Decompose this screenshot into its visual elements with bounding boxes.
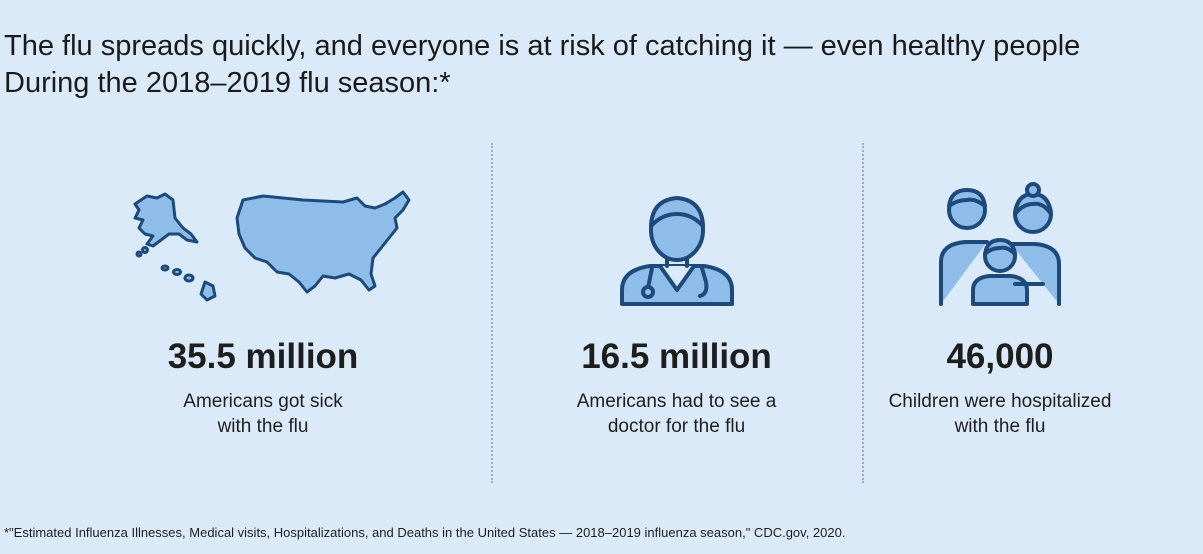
stat-description-line-2: with the flu — [954, 416, 1046, 437]
us-map-icon — [133, 190, 411, 302]
headline-line-2: During the 2018–2019 flu season:* — [4, 67, 451, 99]
column-divider-left — [491, 143, 493, 483]
doctor-icon — [619, 196, 734, 306]
stat-value: 16.5 million — [581, 337, 772, 376]
stat-value: 35.5 million — [167, 337, 359, 376]
stat-description-line-1: Children were hospitalized — [888, 391, 1112, 412]
doctor-icon-wrap — [491, 178, 862, 308]
column-divider-right — [862, 143, 864, 483]
family-icon — [939, 182, 1061, 306]
us-map-icon-wrap — [78, 178, 448, 308]
stat-description: Americans had to see a doctor for the fl… — [491, 389, 862, 439]
headline-line-1: The flu spreads quickly, and everyone is… — [4, 30, 1081, 62]
stat-description: Children were hospitalized with the flu — [805, 389, 1195, 439]
stat-description-line-2: with the flu — [217, 416, 309, 437]
stat-description-line-1: Americans got sick — [183, 391, 343, 412]
stat-description-line-1: Americans had to see a — [576, 391, 777, 412]
headline: The flu spreads quickly, and everyone is… — [4, 28, 1203, 102]
stat-description-line-2: doctor for the flu — [607, 416, 746, 437]
family-icon-wrap — [805, 178, 1195, 308]
source-footnote: *"Estimated Influenza Illnesses, Medical… — [4, 525, 846, 540]
stat-description: Americans got sick with the flu — [78, 389, 448, 439]
stat-value: 46,000 — [946, 337, 1054, 376]
